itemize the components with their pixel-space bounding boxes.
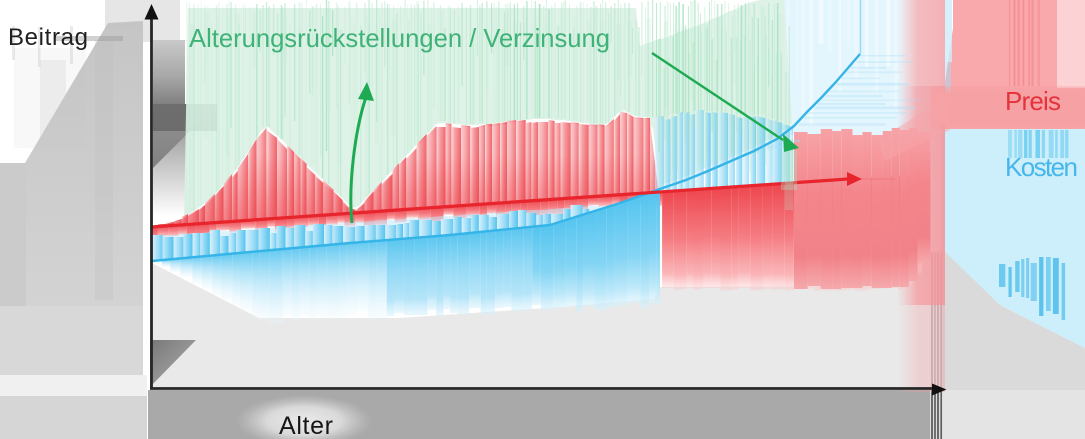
svg-text:Kosten: Kosten [1005,152,1078,182]
svg-text:Beitrag: Beitrag [8,24,88,51]
svg-text:Alter: Alter [279,412,333,439]
svg-text:Preis: Preis [1005,86,1061,116]
svg-text:Alterungsrückstellungen / Verz: Alterungsrückstellungen / Verzinsung [189,23,610,53]
